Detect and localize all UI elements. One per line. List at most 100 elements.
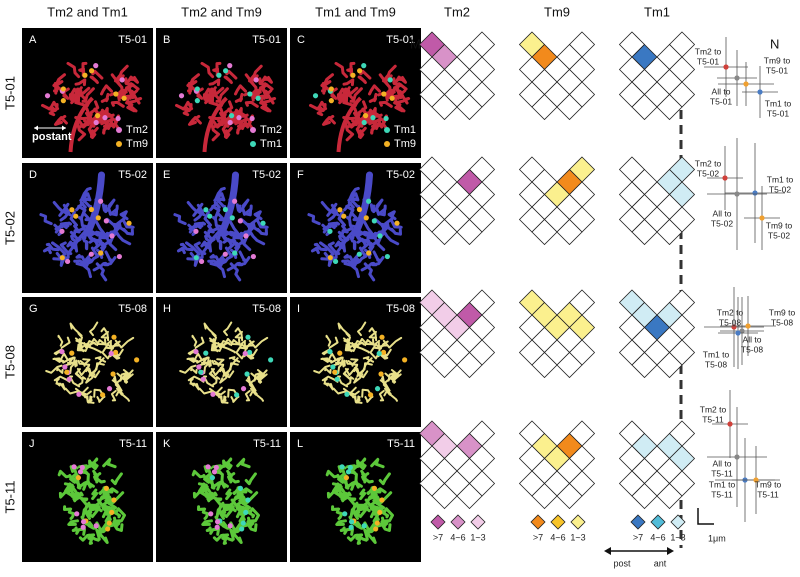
neuron-branch [246,522,258,532]
neuron-branch [338,94,349,105]
synapse-dot [227,119,233,126]
neuron-branch [228,356,241,363]
centroid-dot [734,191,740,197]
neuron-branch [101,351,118,360]
synapse-dot [387,77,393,83]
neuron-branch [370,344,381,353]
neuron-branch [218,462,231,471]
neuron-branch [74,113,91,121]
synapse-dot [347,464,353,471]
neuron-branch [351,230,365,243]
synapse-dot [66,376,72,382]
neuron-branch [98,486,107,496]
synapse-dot [363,113,369,119]
neuron-branch [357,129,365,139]
neuron-branch [337,230,347,253]
synapse-dot [376,350,382,357]
neuron-branch [110,472,123,486]
neuron-branch [364,395,374,403]
synapse-dot [111,334,117,340]
grid-cell [631,482,658,510]
neuron-branch [352,341,365,352]
scale-label: 1μm [708,533,726,543]
neuron-branch [235,203,242,214]
neuron-branch [256,227,268,236]
level-label: 1~3 [570,532,585,542]
level-label: 1~3 [470,532,485,542]
cross-label: Tm9 to [769,307,796,317]
row-label: T5-08 [2,345,17,379]
neuron-branch [354,345,370,354]
neuron-branch [211,204,221,221]
neuron-branch [100,92,110,103]
arrow-label: ant [654,558,667,568]
neuron-branch [202,93,212,103]
neuron-branch [114,336,135,349]
neuron-branch [355,396,361,404]
neuron-branch [84,462,97,471]
synapse-dot [76,391,82,397]
neuron-branch [218,341,231,352]
neuron-branch [223,321,233,337]
neuron-branch [341,257,359,268]
neuron-branch [208,113,225,121]
neuron-branch [219,373,230,384]
neuron-branch [346,376,355,386]
panel-background [290,432,421,562]
orientation-label: post [32,131,56,143]
neuron-branch [81,87,95,103]
neuron-branch [68,474,77,484]
neuron-branch [216,481,229,491]
diamond-grid [618,420,696,510]
synapse-dot [59,349,65,355]
row-label: T5-02 [2,211,17,245]
neuron-branch [234,330,244,340]
synapse-dot [249,115,255,122]
neuron-branch [181,100,194,111]
arrow-label: post [613,558,631,568]
neuron-branch [63,505,73,512]
panel-letter: G [29,303,38,315]
synapse-dot [119,77,125,83]
neuron-branch [121,218,135,229]
neuron-branch [100,490,110,501]
panel-label: T5-11 [119,438,147,450]
neuron-branch [244,100,259,108]
grid-cell [531,218,558,246]
neuron-branch [175,103,191,112]
neuron-branch [223,337,240,346]
cross-label: Tm1 to [767,174,794,184]
neuron-branch [255,82,274,99]
neuron-branch [369,203,376,214]
neuron-branch [91,488,99,501]
neuron-branch [227,110,240,123]
neuron-branch [96,395,106,403]
neuron-branch [119,210,129,221]
neuron-branch [343,262,360,279]
neuron-branch [102,457,117,469]
neuron-branch [203,210,212,227]
synapse-dot [200,376,206,382]
cross-label: T5-01 [710,96,732,106]
neuron-branch [241,207,253,217]
synapse-dot [208,511,214,517]
neuron-branch [209,339,223,349]
neuron-branch [197,505,207,512]
neuron-branch [100,84,113,96]
neuron-branch [328,336,339,349]
neuron-branch [78,118,96,129]
synapse-dot [377,509,383,515]
cross-label: T5-11 [711,489,733,499]
synapse-dot [379,334,385,340]
synapse-dot [312,93,319,99]
panel-letter: A [29,34,37,46]
synapse-dot [337,207,343,213]
level-label: >7 [433,532,443,542]
neuron-branch [189,116,202,125]
neuron-branch [89,75,99,84]
neuron-branch [237,256,251,267]
neuron-branch [244,472,257,486]
neuron-branch [195,87,204,100]
centroid-dot [722,175,728,181]
neuron-branch [173,213,187,226]
